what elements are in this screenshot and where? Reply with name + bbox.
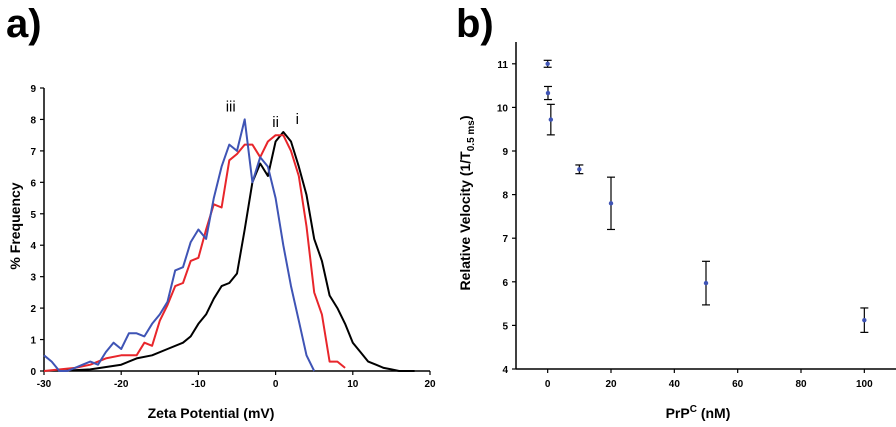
x-tick-label: 10 xyxy=(347,379,359,390)
curve-label-ii: ii xyxy=(272,114,279,131)
y-tick-label: 1 xyxy=(30,336,36,347)
x-tick-label: -30 xyxy=(37,379,52,390)
panel-a-label: a) xyxy=(6,2,42,46)
series-line-i xyxy=(59,131,415,372)
series-line-ii xyxy=(43,134,346,372)
y-tick-label: 3 xyxy=(30,273,36,284)
curve-label-iii: iii xyxy=(226,98,236,115)
x-tick-label: -20 xyxy=(114,379,129,390)
y-tick-label: 7 xyxy=(30,147,36,158)
x-tick-label: 20 xyxy=(424,379,436,390)
y-tick-label: 9 xyxy=(30,84,36,95)
chart-a-x-axis-title: Zeta Potential (mV) xyxy=(148,405,275,421)
y-tick-label: 2 xyxy=(30,304,36,315)
x-tick-label: -10 xyxy=(191,379,206,390)
chart-a-axes: -30 -20 -10 0 10 20 0 1 2 3 4 5 6 7 8 9 xyxy=(30,84,436,390)
y-tick-label: 0 xyxy=(30,367,36,378)
x-tick-label: 0 xyxy=(273,379,279,390)
y-tick-label: 6 xyxy=(30,178,36,189)
y-tick-label: 5 xyxy=(30,210,36,221)
chart-a-y-axis-title: % Frequency xyxy=(7,182,23,269)
panel-b-label: b) xyxy=(456,2,494,46)
chart-a-series xyxy=(43,118,415,372)
series-line-iii xyxy=(43,118,316,372)
y-tick-label: 4 xyxy=(30,241,36,252)
y-tick-label: 8 xyxy=(30,115,36,126)
curve-label-i: i xyxy=(296,111,299,128)
